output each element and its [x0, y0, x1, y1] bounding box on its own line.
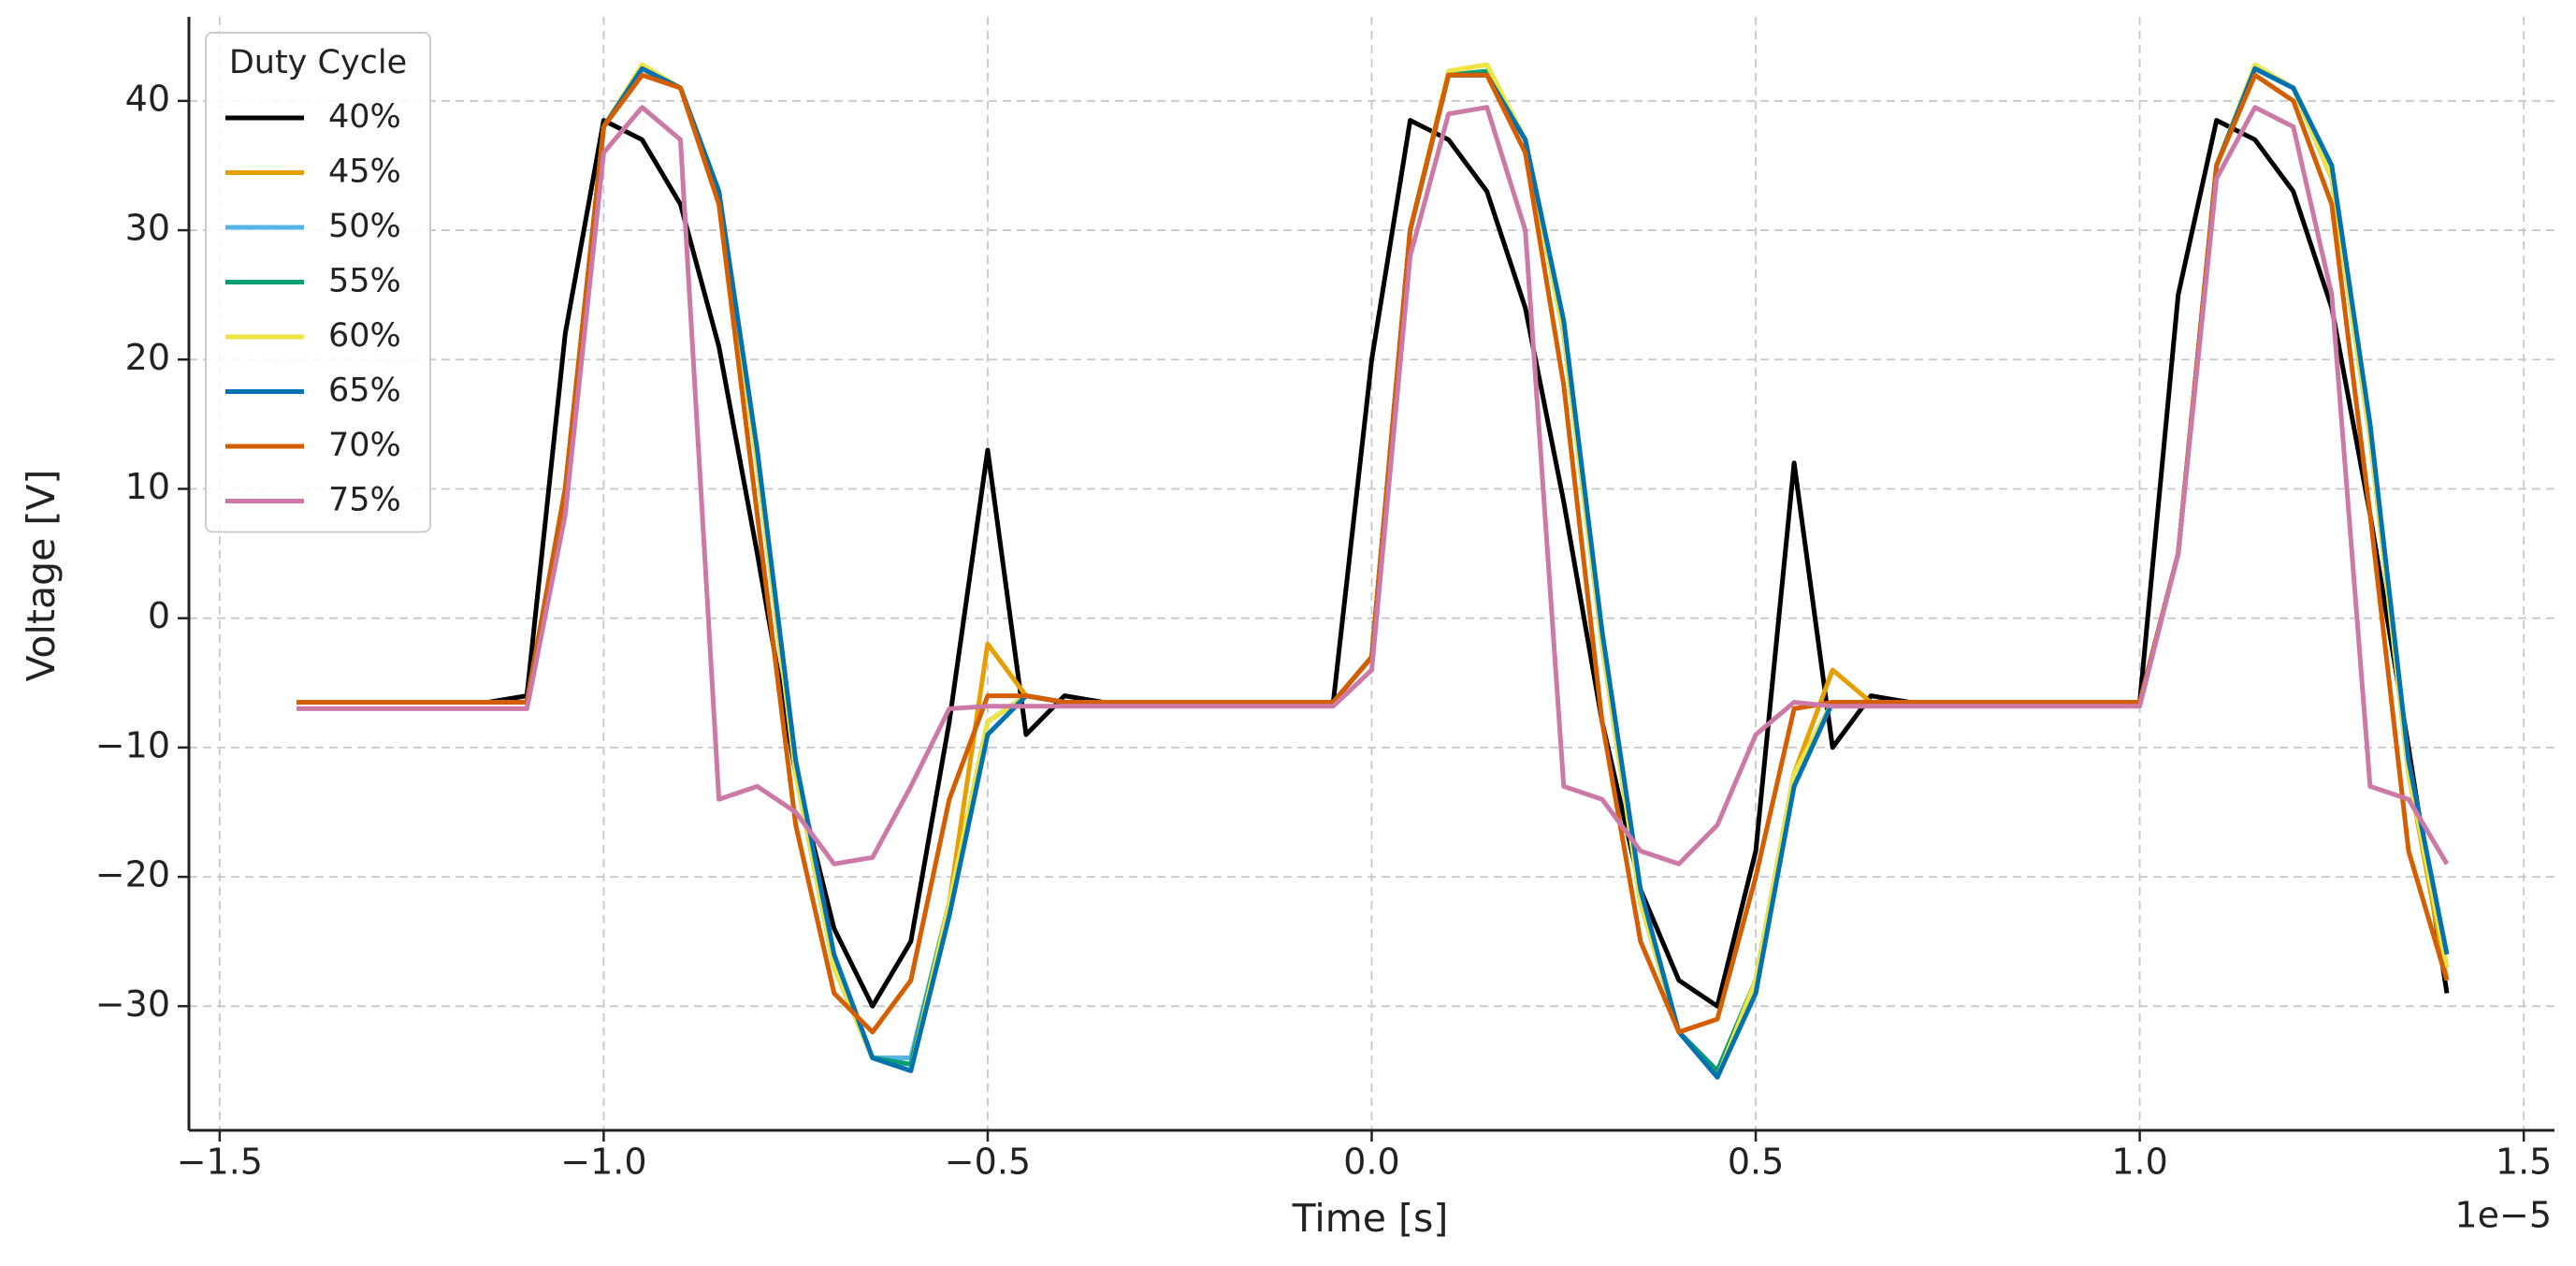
y-tick-label: 30 [125, 208, 170, 249]
x-axis-label: Time [s] [1292, 1196, 1449, 1241]
y-tick-label: 40 [125, 78, 170, 119]
y-tick-label: 10 [125, 466, 170, 507]
legend-title: Duty Cycle [229, 44, 407, 81]
legend-label: 70% [328, 427, 401, 464]
x-tick-label: −0.5 [945, 1142, 1031, 1183]
legend-label: 75% [328, 482, 401, 519]
y-tick-label: 0 [148, 595, 170, 636]
legend-label: 55% [328, 263, 401, 300]
x-tick-label: −1.5 [177, 1142, 263, 1183]
legend-label: 40% [328, 98, 401, 136]
x-tick-label: 0.0 [1343, 1142, 1399, 1183]
legend-label: 65% [328, 372, 401, 410]
axes: −1.5 −1.0 −0.5 0.0 0.5 1.0 1.5 −30 −20 −10 0 10 20 30… [95, 17, 2554, 1183]
legend-box [205, 32, 431, 533]
legend: Duty Cycle 40% 45% 50% 55% 60% 65% 70% 75% [205, 32, 431, 533]
series-line [297, 105, 2450, 866]
y-axis-label: Voltage [V] [19, 470, 64, 682]
y-tick-label: −20 [95, 854, 170, 895]
y-tick-label: −10 [95, 724, 170, 765]
x-tick-label: 1.0 [2111, 1142, 2167, 1183]
grid [189, 17, 2554, 1130]
x-tick-label: −1.0 [560, 1142, 646, 1183]
legend-label: 50% [328, 208, 401, 245]
y-tick-label: −30 [95, 983, 170, 1025]
y-tick-label: 20 [125, 337, 170, 378]
x-offset-label: 1e−5 [2454, 1195, 2552, 1236]
legend-label: 45% [328, 153, 401, 191]
x-tick-label: 1.5 [2496, 1142, 2552, 1183]
lines [297, 62, 2450, 1080]
legend-label: 60% [328, 317, 401, 355]
x-tick-label: 0.5 [1728, 1142, 1784, 1183]
